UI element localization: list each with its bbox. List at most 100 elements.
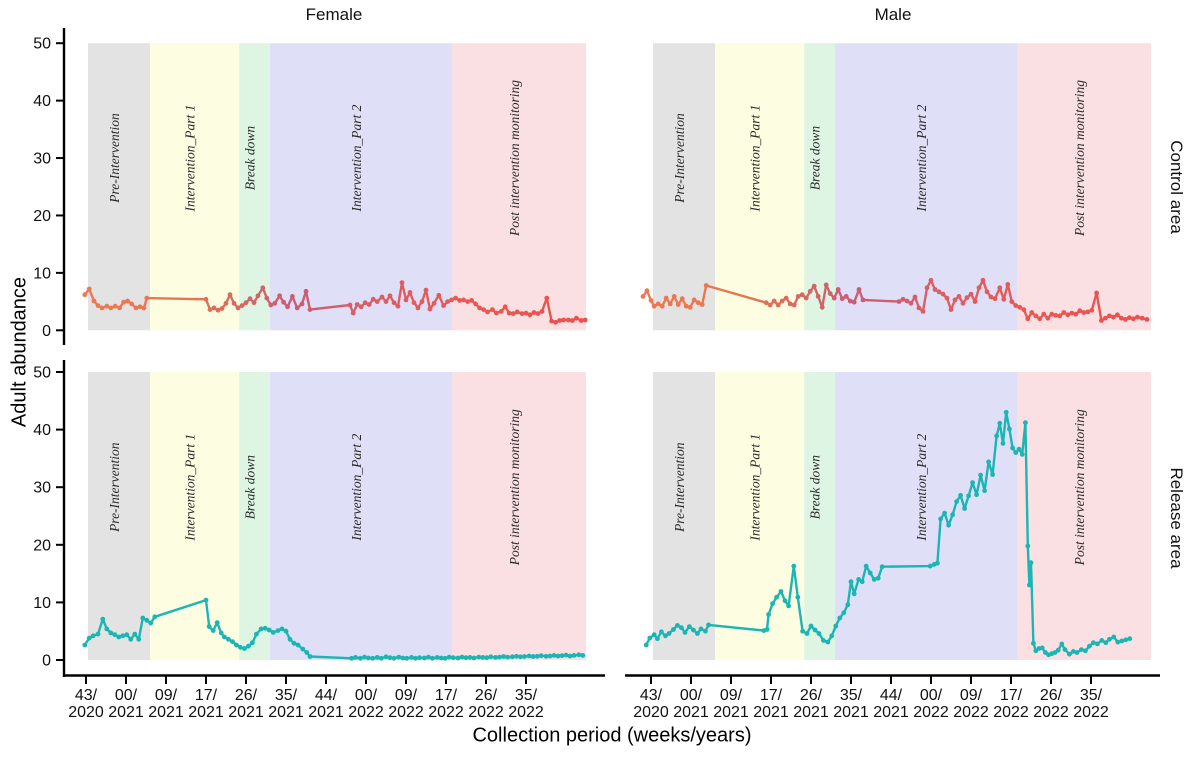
x-tick-year-label: 2021 <box>268 704 304 721</box>
y-tick-label: 30 <box>33 151 51 168</box>
x-tick-week-label: 17/ <box>435 687 458 704</box>
intervention-band-label: Intervention_Part 1 <box>748 105 763 213</box>
intervention-band <box>1017 372 1151 660</box>
x-tick-year-label: 2022 <box>1033 704 1069 721</box>
x-tick-week-label: 43/ <box>640 687 663 704</box>
x-tick-week-label: 00/ <box>920 687 943 704</box>
x-tick-week-label: 44/ <box>315 687 338 704</box>
intervention-band <box>270 43 452 331</box>
x-tick-week-label: 26/ <box>1040 687 1063 704</box>
intervention-band-label: Intervention_Part 1 <box>183 434 198 542</box>
x-tick-week-label: 35/ <box>515 687 538 704</box>
panel-control-male: Pre-Intervention Intervention_Part 1 Break… <box>640 43 1151 331</box>
facet-strip-female: Female <box>305 5 363 24</box>
x-tick-week-label: 26/ <box>800 687 823 704</box>
x-tick-year-label: 2021 <box>308 704 344 721</box>
x-tick-year-label: 2021 <box>713 704 749 721</box>
intervention-band-label: Intervention_Part 2 <box>914 434 929 542</box>
panel-control-female: Pre-Intervention Intervention_Part 1 Break… <box>33 28 588 345</box>
x-tick-year-label: 2022 <box>468 704 504 721</box>
intervention-band-label: Break down <box>243 126 258 191</box>
intervention-band <box>715 372 805 660</box>
x-tick-week-label: 09/ <box>155 687 178 704</box>
x-tick-year-label: 2021 <box>833 704 869 721</box>
x-tick-week-label: 00/ <box>680 687 703 704</box>
x-tick-year-label: 2021 <box>753 704 789 721</box>
x-tick-year-label: 2021 <box>108 704 144 721</box>
x-tick-week-label: 17/ <box>195 687 218 704</box>
x-tick-week-label: 00/ <box>115 687 138 704</box>
x-tick-year-label: 2022 <box>388 704 424 721</box>
y-tick-label: 20 <box>33 537 51 554</box>
intervention-band <box>239 372 270 660</box>
x-tick-year-label: 2021 <box>188 704 224 721</box>
y-tick-label: 40 <box>33 422 51 439</box>
intervention-band-label: Intervention_Part 2 <box>349 434 364 542</box>
x-tick-week-label: 26/ <box>235 687 258 704</box>
y-tick-label: 50 <box>33 36 51 53</box>
intervention-band <box>1017 43 1151 331</box>
intervention-band-label: Pre-Intervention <box>672 113 687 204</box>
x-tick-year-label: 2021 <box>873 704 909 721</box>
intervention-band-label: Post intervention monitoring <box>507 80 522 237</box>
intervention-band <box>270 372 452 660</box>
intervention-band-label: Pre-Intervention <box>107 442 122 533</box>
x-tick-week-label: 09/ <box>395 687 418 704</box>
y-tick-label: 10 <box>33 265 51 282</box>
intervention-band-label: Post intervention monitoring <box>1072 80 1087 237</box>
x-tick-week-label: 00/ <box>355 687 378 704</box>
panel-release-female: Pre-Intervention Intervention_Part 1 Break… <box>33 360 605 721</box>
intervention-band-label: Intervention_Part 1 <box>183 105 198 213</box>
x-tick-week-label: 35/ <box>275 687 298 704</box>
intervention-band-label: Post intervention monitoring <box>1072 409 1087 566</box>
intervention-band <box>239 43 270 331</box>
panel-release-male: Pre-Intervention Intervention_Part 1 Break… <box>625 372 1160 721</box>
intervention-band <box>88 43 150 331</box>
x-tick-year-label: 2021 <box>148 704 184 721</box>
y-tick-label: 0 <box>42 653 51 670</box>
intervention-band-label: Post intervention monitoring <box>507 409 522 566</box>
intervention-band <box>653 372 715 660</box>
x-tick-year-label: 2022 <box>993 704 1029 721</box>
y-tick-label: 40 <box>33 93 51 110</box>
intervention-band <box>150 43 240 331</box>
x-tick-week-label: 35/ <box>840 687 863 704</box>
intervention-band <box>88 372 150 660</box>
abundance-points <box>82 597 586 661</box>
intervention-band-label: Pre-Intervention <box>672 442 687 533</box>
intervention-band <box>835 372 1017 660</box>
x-tick-year-label: 2022 <box>348 704 384 721</box>
abundance-points <box>640 277 1150 323</box>
intervention-band <box>150 372 240 660</box>
abundance-points <box>82 280 588 325</box>
facet-strip-release-area: Release area <box>1167 467 1186 569</box>
x-tick-year-label: 2021 <box>793 704 829 721</box>
x-tick-week-label: 09/ <box>960 687 983 704</box>
intervention-band <box>835 43 1017 331</box>
x-tick-year-label: 2021 <box>673 704 709 721</box>
intervention-band <box>653 43 715 331</box>
intervention-band-label: Break down <box>243 455 258 520</box>
y-tick-label: 50 <box>33 365 51 382</box>
x-tick-year-label: 2021 <box>228 704 264 721</box>
x-tick-year-label: 2022 <box>913 704 949 721</box>
facet-strip-male: Male <box>874 5 912 24</box>
x-tick-year-label: 2022 <box>428 704 464 721</box>
intervention-band <box>715 43 805 331</box>
y-tick-label: 20 <box>33 208 51 225</box>
intervention-band-label: Intervention_Part 2 <box>349 104 364 212</box>
intervention-band-label: Pre-Intervention <box>107 113 122 204</box>
x-axis-title: Collection period (weeks/years) <box>472 724 752 747</box>
x-tick-week-label: 44/ <box>880 687 903 704</box>
intervention-band <box>804 372 835 660</box>
abundance-points <box>643 409 1133 658</box>
intervention-band-label: Intervention_Part 1 <box>748 434 763 542</box>
x-tick-year-label: 2022 <box>508 704 544 721</box>
y-tick-label: 10 <box>33 595 51 612</box>
x-tick-year-label: 2020 <box>633 704 669 721</box>
intervention-band-label: Intervention_Part 2 <box>914 104 929 212</box>
facet-strip-control-area: Control area <box>1167 140 1186 234</box>
x-tick-week-label: 09/ <box>720 687 743 704</box>
